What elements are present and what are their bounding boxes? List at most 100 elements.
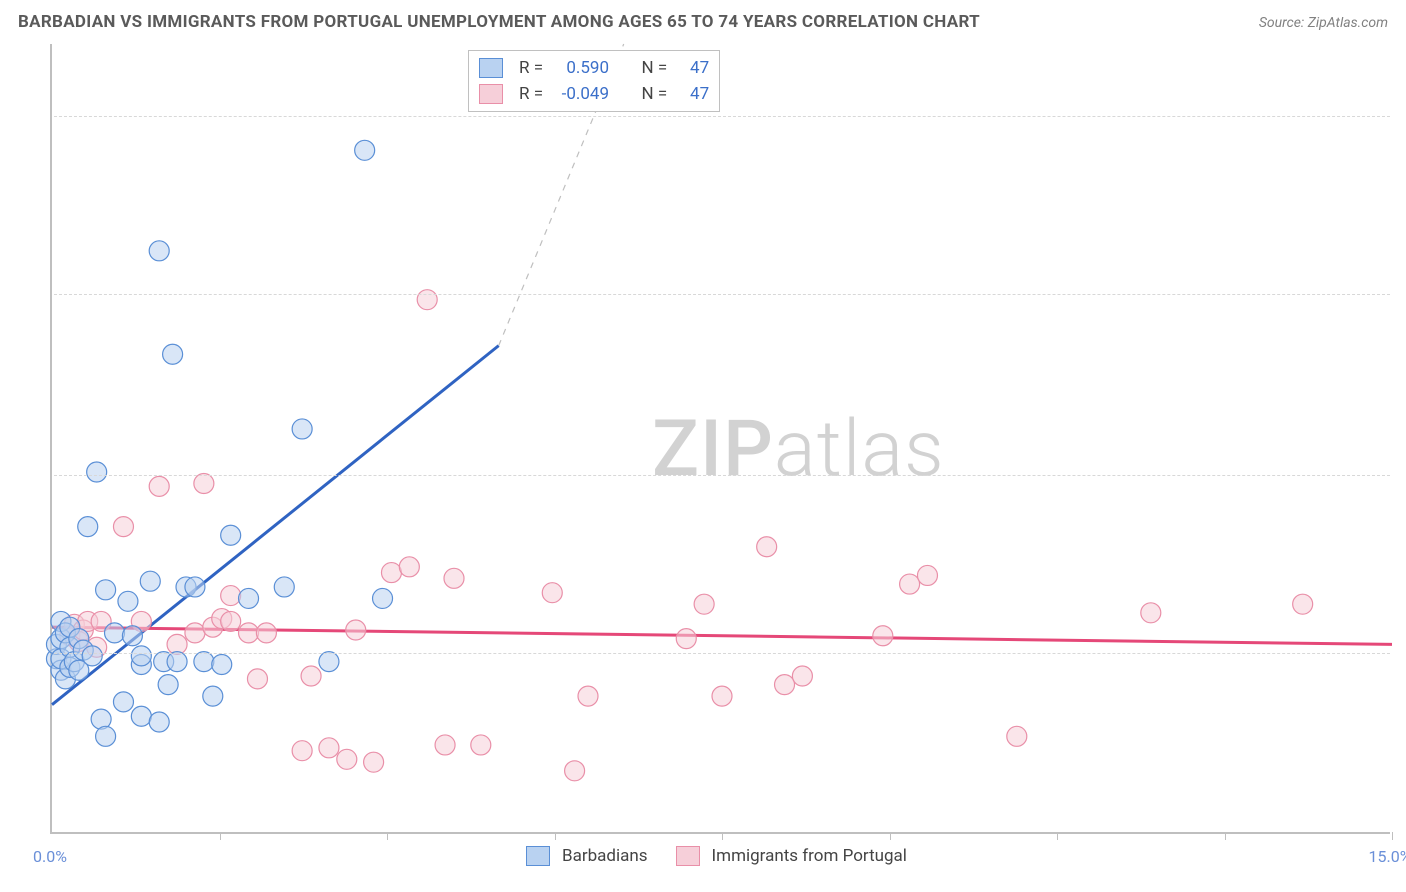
stats-row: R =0.590 N =47 <box>479 55 709 81</box>
point-barbadians <box>96 726 116 746</box>
point-portugal <box>185 623 205 643</box>
point-portugal <box>292 741 312 761</box>
point-portugal <box>1293 594 1313 614</box>
point-portugal <box>694 594 714 614</box>
gridline <box>54 475 1390 476</box>
y-tick-label: 12.5% <box>1394 465 1406 484</box>
point-portugal <box>792 666 812 686</box>
legend-item: Immigrants from Portugal <box>676 846 907 866</box>
point-barbadians <box>319 652 339 672</box>
x-tick <box>220 832 221 840</box>
point-portugal <box>221 611 241 631</box>
legend-label: Immigrants from Portugal <box>712 846 907 866</box>
point-barbadians <box>87 462 107 482</box>
x-axis-max-label: 15.0% <box>1369 847 1406 866</box>
point-barbadians <box>131 706 151 726</box>
r-value: -0.049 <box>555 81 609 107</box>
r-value: 0.590 <box>555 55 609 81</box>
n-value: 47 <box>679 55 709 81</box>
gridline <box>54 294 1390 295</box>
point-portugal <box>900 574 920 594</box>
point-barbadians <box>355 140 375 160</box>
point-portugal <box>113 517 133 537</box>
point-barbadians <box>149 241 169 261</box>
point-barbadians <box>212 655 232 675</box>
plot-area: ZIPatlas R =0.590 N =47R =-0.049 N =47 6… <box>50 44 1390 834</box>
point-portugal <box>1141 603 1161 623</box>
x-tick <box>555 832 556 840</box>
point-portugal <box>149 476 169 496</box>
point-barbadians <box>140 571 160 591</box>
point-barbadians <box>167 652 187 672</box>
y-tick-label: 18.8% <box>1394 284 1406 303</box>
y-tick-label: 25.0% <box>1394 106 1406 125</box>
point-portugal <box>578 686 598 706</box>
gridline <box>54 116 1390 117</box>
point-portugal <box>301 666 321 686</box>
point-portugal <box>775 675 795 695</box>
correlation-stats-box: R =0.590 N =47R =-0.049 N =47 <box>468 50 720 112</box>
point-barbadians <box>221 525 241 545</box>
point-portugal <box>417 290 437 310</box>
point-portugal <box>712 686 732 706</box>
point-barbadians <box>373 588 393 608</box>
y-tick-label: 6.3% <box>1394 644 1406 663</box>
chart-container: ZIPatlas R =0.590 N =47R =-0.049 N =47 6… <box>50 44 1390 834</box>
legend-label: Barbadians <box>562 846 648 866</box>
point-portugal <box>194 474 214 494</box>
n-value: 47 <box>679 81 709 107</box>
point-portugal <box>565 761 585 781</box>
legend-item: Barbadians <box>526 846 648 866</box>
point-portugal <box>319 738 339 758</box>
point-portugal <box>757 537 777 557</box>
x-tick <box>1392 832 1393 840</box>
point-barbadians <box>131 646 151 666</box>
point-barbadians <box>149 712 169 732</box>
x-tick <box>1057 832 1058 840</box>
point-barbadians <box>194 652 214 672</box>
point-barbadians <box>203 686 223 706</box>
legend: Barbadians Immigrants from Portugal <box>526 846 907 866</box>
x-tick <box>722 832 723 840</box>
point-portugal <box>399 557 419 577</box>
point-barbadians <box>239 588 259 608</box>
swatch-barbadians <box>526 846 550 866</box>
point-barbadians <box>185 577 205 597</box>
point-portugal <box>471 735 491 755</box>
x-tick <box>1225 832 1226 840</box>
point-barbadians <box>118 591 138 611</box>
point-barbadians <box>122 626 142 646</box>
point-portugal <box>676 629 696 649</box>
x-tick <box>387 832 388 840</box>
point-barbadians <box>113 692 133 712</box>
point-portugal <box>364 752 384 772</box>
point-barbadians <box>158 675 178 695</box>
point-portugal <box>337 749 357 769</box>
chart-title: BARBADIAN VS IMMIGRANTS FROM PORTUGAL UN… <box>18 12 980 32</box>
point-portugal <box>444 568 464 588</box>
swatch-barbadians <box>479 58 503 78</box>
point-barbadians <box>292 419 312 439</box>
point-portugal <box>247 669 267 689</box>
point-portugal <box>381 563 401 583</box>
point-portugal <box>1007 726 1027 746</box>
gridline <box>54 653 1390 654</box>
point-barbadians <box>274 577 294 597</box>
point-barbadians <box>82 646 102 666</box>
point-barbadians <box>78 517 98 537</box>
point-portugal <box>221 586 241 606</box>
stats-row: R =-0.049 N =47 <box>479 81 709 107</box>
point-portugal <box>873 626 893 646</box>
point-portugal <box>435 735 455 755</box>
point-portugal <box>239 623 259 643</box>
x-tick <box>890 832 891 840</box>
point-barbadians <box>96 580 116 600</box>
swatch-portugal <box>676 846 700 866</box>
point-portugal <box>346 620 366 640</box>
scatter-svg <box>52 44 1392 834</box>
point-portugal <box>256 623 276 643</box>
source-attribution: Source: ZipAtlas.com <box>1259 15 1388 31</box>
point-barbadians <box>163 344 183 364</box>
point-portugal <box>542 583 562 603</box>
swatch-portugal <box>479 84 503 104</box>
